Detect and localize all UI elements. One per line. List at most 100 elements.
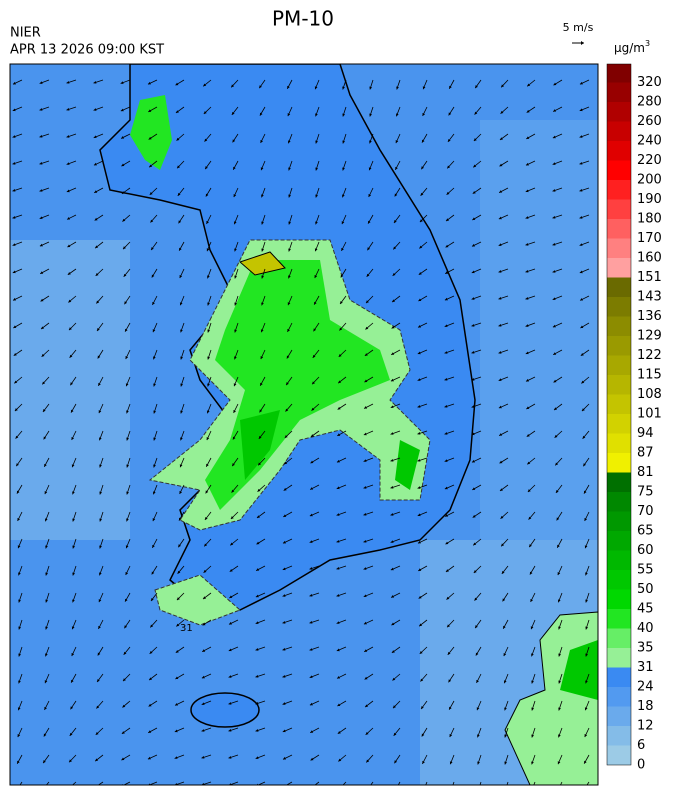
wind-arrowhead	[93, 135, 97, 139]
colorbar-segment	[607, 336, 631, 356]
wind-arrowhead	[338, 758, 342, 762]
wind-arrowhead	[477, 734, 480, 738]
wind-arrowhead	[66, 107, 70, 111]
wind-arrowhead	[150, 598, 154, 601]
wind-arrowhead	[584, 760, 587, 764]
wind-arrowhead	[557, 599, 561, 603]
wind-arrowhead	[284, 435, 288, 438]
wind-arrowhead	[94, 217, 98, 221]
wind-arrowhead	[417, 431, 421, 435]
wind-arrowhead	[283, 487, 287, 491]
wind-arrowhead	[256, 515, 260, 518]
wind-arrowhead	[579, 108, 583, 112]
wind-arrowhead	[366, 300, 369, 304]
wind-arrowhead	[365, 731, 369, 735]
wind-arrowhead	[584, 734, 588, 738]
wind-arrowhead	[68, 327, 72, 331]
wind-arrowhead	[261, 302, 264, 306]
wind-arrowhead	[233, 194, 237, 198]
wind-arrowhead	[39, 216, 43, 220]
wind-arrowhead	[395, 788, 398, 791]
wind-arrowhead	[260, 356, 264, 360]
colorbar-label: 180	[637, 212, 662, 227]
wind-arrowhead	[125, 383, 129, 387]
wind-arrowhead	[286, 382, 289, 386]
wind-arrowhead	[97, 355, 101, 359]
colorbar-label: 260	[637, 114, 662, 129]
wind-arrowhead	[12, 108, 16, 112]
colorbar-segment	[607, 180, 631, 200]
wind-arrowhead	[336, 593, 340, 597]
colorbar-segment	[607, 82, 631, 102]
wind-arrowhead	[309, 567, 313, 570]
wind-arrowhead	[363, 594, 367, 598]
colorbar-label: 45	[637, 602, 654, 617]
wind-arrowhead	[228, 755, 232, 759]
wind-arrowhead	[526, 136, 530, 139]
wind-arrowhead	[585, 572, 588, 576]
wind-arrowhead	[449, 761, 453, 765]
colorbar-segment	[607, 472, 631, 492]
wind-arrowhead	[531, 653, 534, 657]
light-sea	[480, 120, 598, 540]
wind-arrowhead	[40, 271, 44, 274]
wind-arrowhead	[97, 328, 100, 332]
wind-arrowhead	[42, 408, 46, 412]
colorbar-segment	[607, 433, 631, 453]
wind-arrowhead	[69, 354, 73, 358]
wind-arrowhead	[471, 405, 475, 408]
colorbar-segment	[607, 121, 631, 141]
wind-arrowhead	[203, 569, 207, 573]
wind-arrowhead	[234, 329, 237, 333]
wind-arrowhead	[579, 188, 583, 192]
wind-arrowhead	[579, 243, 583, 246]
colorbar-label: 50	[637, 582, 654, 597]
wind-arrowhead	[285, 408, 289, 412]
wind-scale-arrowhead	[581, 41, 584, 45]
wind-arrowhead	[123, 678, 126, 682]
wind-arrowhead	[202, 649, 206, 652]
wind-arrowhead	[364, 379, 368, 383]
wind-arrowhead	[175, 82, 179, 86]
wind-arrowhead	[531, 788, 534, 791]
wind-arrowhead	[580, 353, 584, 356]
wind-arrowhead	[393, 732, 397, 736]
wind-arrowhead	[71, 436, 75, 440]
wind-arrowhead	[180, 410, 184, 414]
wind-arrowhead	[558, 734, 561, 738]
wind-arrowhead	[151, 247, 154, 251]
wind-arrowhead	[558, 626, 561, 630]
wind-arrowhead	[585, 599, 589, 603]
colorbar-label: 129	[637, 329, 662, 344]
wind-arrowhead	[503, 680, 507, 684]
wind-arrowhead	[498, 270, 502, 273]
colorbar-segment	[607, 355, 631, 375]
wind-arrowhead	[475, 625, 478, 629]
colorbar-segment	[607, 277, 631, 297]
wind-arrowhead	[177, 570, 181, 574]
wind-arrowhead	[314, 301, 317, 305]
wind-arrowhead	[500, 110, 504, 114]
wind-arrowhead	[14, 380, 18, 384]
wind-arrowhead	[555, 462, 559, 466]
wind-arrowhead	[151, 571, 155, 575]
wind-arrowhead	[369, 113, 373, 117]
wind-arrowhead	[418, 272, 422, 275]
map: 31	[10, 64, 598, 791]
wind-arrowhead	[231, 111, 235, 115]
wind-arrowhead	[392, 677, 396, 681]
wind-arrowhead	[96, 705, 100, 709]
wind-arrowhead	[258, 435, 262, 439]
colorbar-label: 18	[637, 699, 654, 714]
colorbar-segment	[607, 628, 631, 648]
wind-arrowhead	[446, 218, 449, 222]
wind-arrowhead	[390, 458, 394, 462]
wind-arrowhead	[369, 86, 373, 90]
wind-arrow	[71, 781, 77, 785]
wind-arrowhead	[259, 409, 263, 413]
wind-arrowhead	[234, 356, 237, 360]
wind-arrowhead	[391, 352, 395, 355]
wind-arrowhead	[96, 300, 100, 304]
wind-arrowhead	[444, 377, 448, 381]
colorbar-label: 6	[637, 738, 645, 753]
